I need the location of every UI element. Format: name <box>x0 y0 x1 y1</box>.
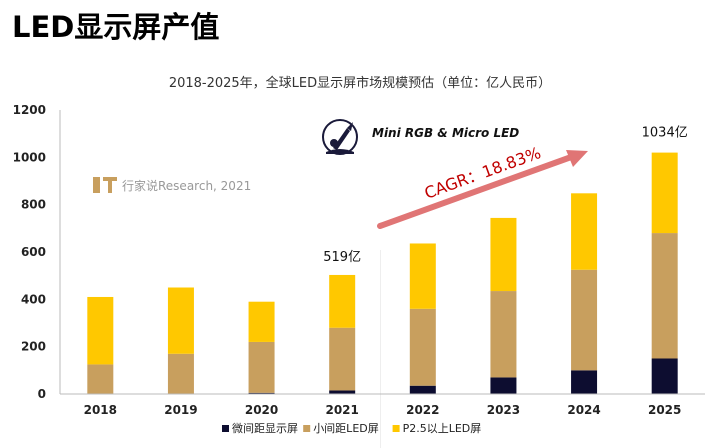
legend-swatch-2 <box>392 425 400 432</box>
bar-2018-series-1 <box>87 364 114 394</box>
chart-title: 2018-2025年，全球LED显示屏市场规模预估（单位：亿人民币） <box>169 75 551 91</box>
legend-label-0: 微间距显示屏 <box>232 421 298 435</box>
bar-2019-series-2 <box>167 287 194 354</box>
value-label-2025: 1034亿 <box>642 126 688 141</box>
legend-label-1: 小间距LED屏 <box>313 422 379 435</box>
mini-rgb-micro-led-label: Mini RGB & Micro LED <box>372 126 519 140</box>
rocket-icon <box>322 119 358 155</box>
value-label-2021: 519亿 <box>323 250 361 265</box>
x-tick-label: 2018 <box>84 403 117 417</box>
background-line <box>380 250 381 448</box>
x-tick-label: 2022 <box>406 403 439 417</box>
bar-2024-series-1 <box>571 269 598 371</box>
cagr-arrow <box>377 150 588 229</box>
bar-2022-series-0 <box>409 385 436 394</box>
bar-2022-series-1 <box>409 308 436 386</box>
bar-2018-series-2 <box>87 296 114 365</box>
y-tick-label: 1200 <box>13 103 46 117</box>
page-title: LED显示屏产值 <box>12 10 220 44</box>
y-tick-label: 800 <box>21 198 46 212</box>
source-logo-icon <box>93 177 117 193</box>
legend: 微间距显示屏 小间距LED屏 P2.5以上LED屏 <box>222 421 481 435</box>
bar-2020-series-0 <box>248 392 275 394</box>
bar-2023-series-2 <box>490 217 517 292</box>
x-axis: 2018 2019 2020 2021 2022 2023 2024 2025 <box>60 393 705 417</box>
bar-2025-series-2 <box>651 152 678 234</box>
y-tick-label: 400 <box>21 292 46 306</box>
bar-2025-series-0 <box>651 358 678 394</box>
bar-2024-series-2 <box>571 193 598 270</box>
y-axis: 0 200 400 600 800 1000 1200 <box>13 103 61 401</box>
bar-2020-series-2 <box>248 301 275 342</box>
y-tick-label: 600 <box>21 245 46 259</box>
source-label: 行家说Research, 2021 <box>122 178 251 193</box>
x-tick-label: 2020 <box>245 403 278 417</box>
legend-label-2: P2.5以上LED屏 <box>403 422 482 435</box>
legend-swatch-1 <box>303 425 311 432</box>
x-tick-label: 2024 <box>567 403 600 417</box>
bar-2022-series-2 <box>409 243 436 309</box>
y-tick-label: 1000 <box>13 150 46 164</box>
bar-2021-series-1 <box>329 327 356 391</box>
x-tick-label: 2025 <box>648 403 681 417</box>
bar-2025-series-1 <box>651 233 678 359</box>
x-tick-label: 2019 <box>164 403 197 417</box>
bar-2020-series-1 <box>248 341 275 393</box>
bar-2023-series-0 <box>490 377 517 394</box>
x-tick-label: 2023 <box>487 403 520 417</box>
y-tick-label: 0 <box>38 387 46 401</box>
bar-2023-series-1 <box>490 291 517 378</box>
x-tick-label: 2021 <box>325 403 358 417</box>
bars <box>87 152 678 394</box>
legend-swatch-0 <box>222 425 229 432</box>
bar-2021-series-2 <box>329 274 356 328</box>
y-tick-label: 200 <box>21 340 46 354</box>
bar-2019-series-1 <box>167 353 194 394</box>
bar-2024-series-0 <box>571 370 598 394</box>
bar-2021-series-0 <box>329 390 356 394</box>
